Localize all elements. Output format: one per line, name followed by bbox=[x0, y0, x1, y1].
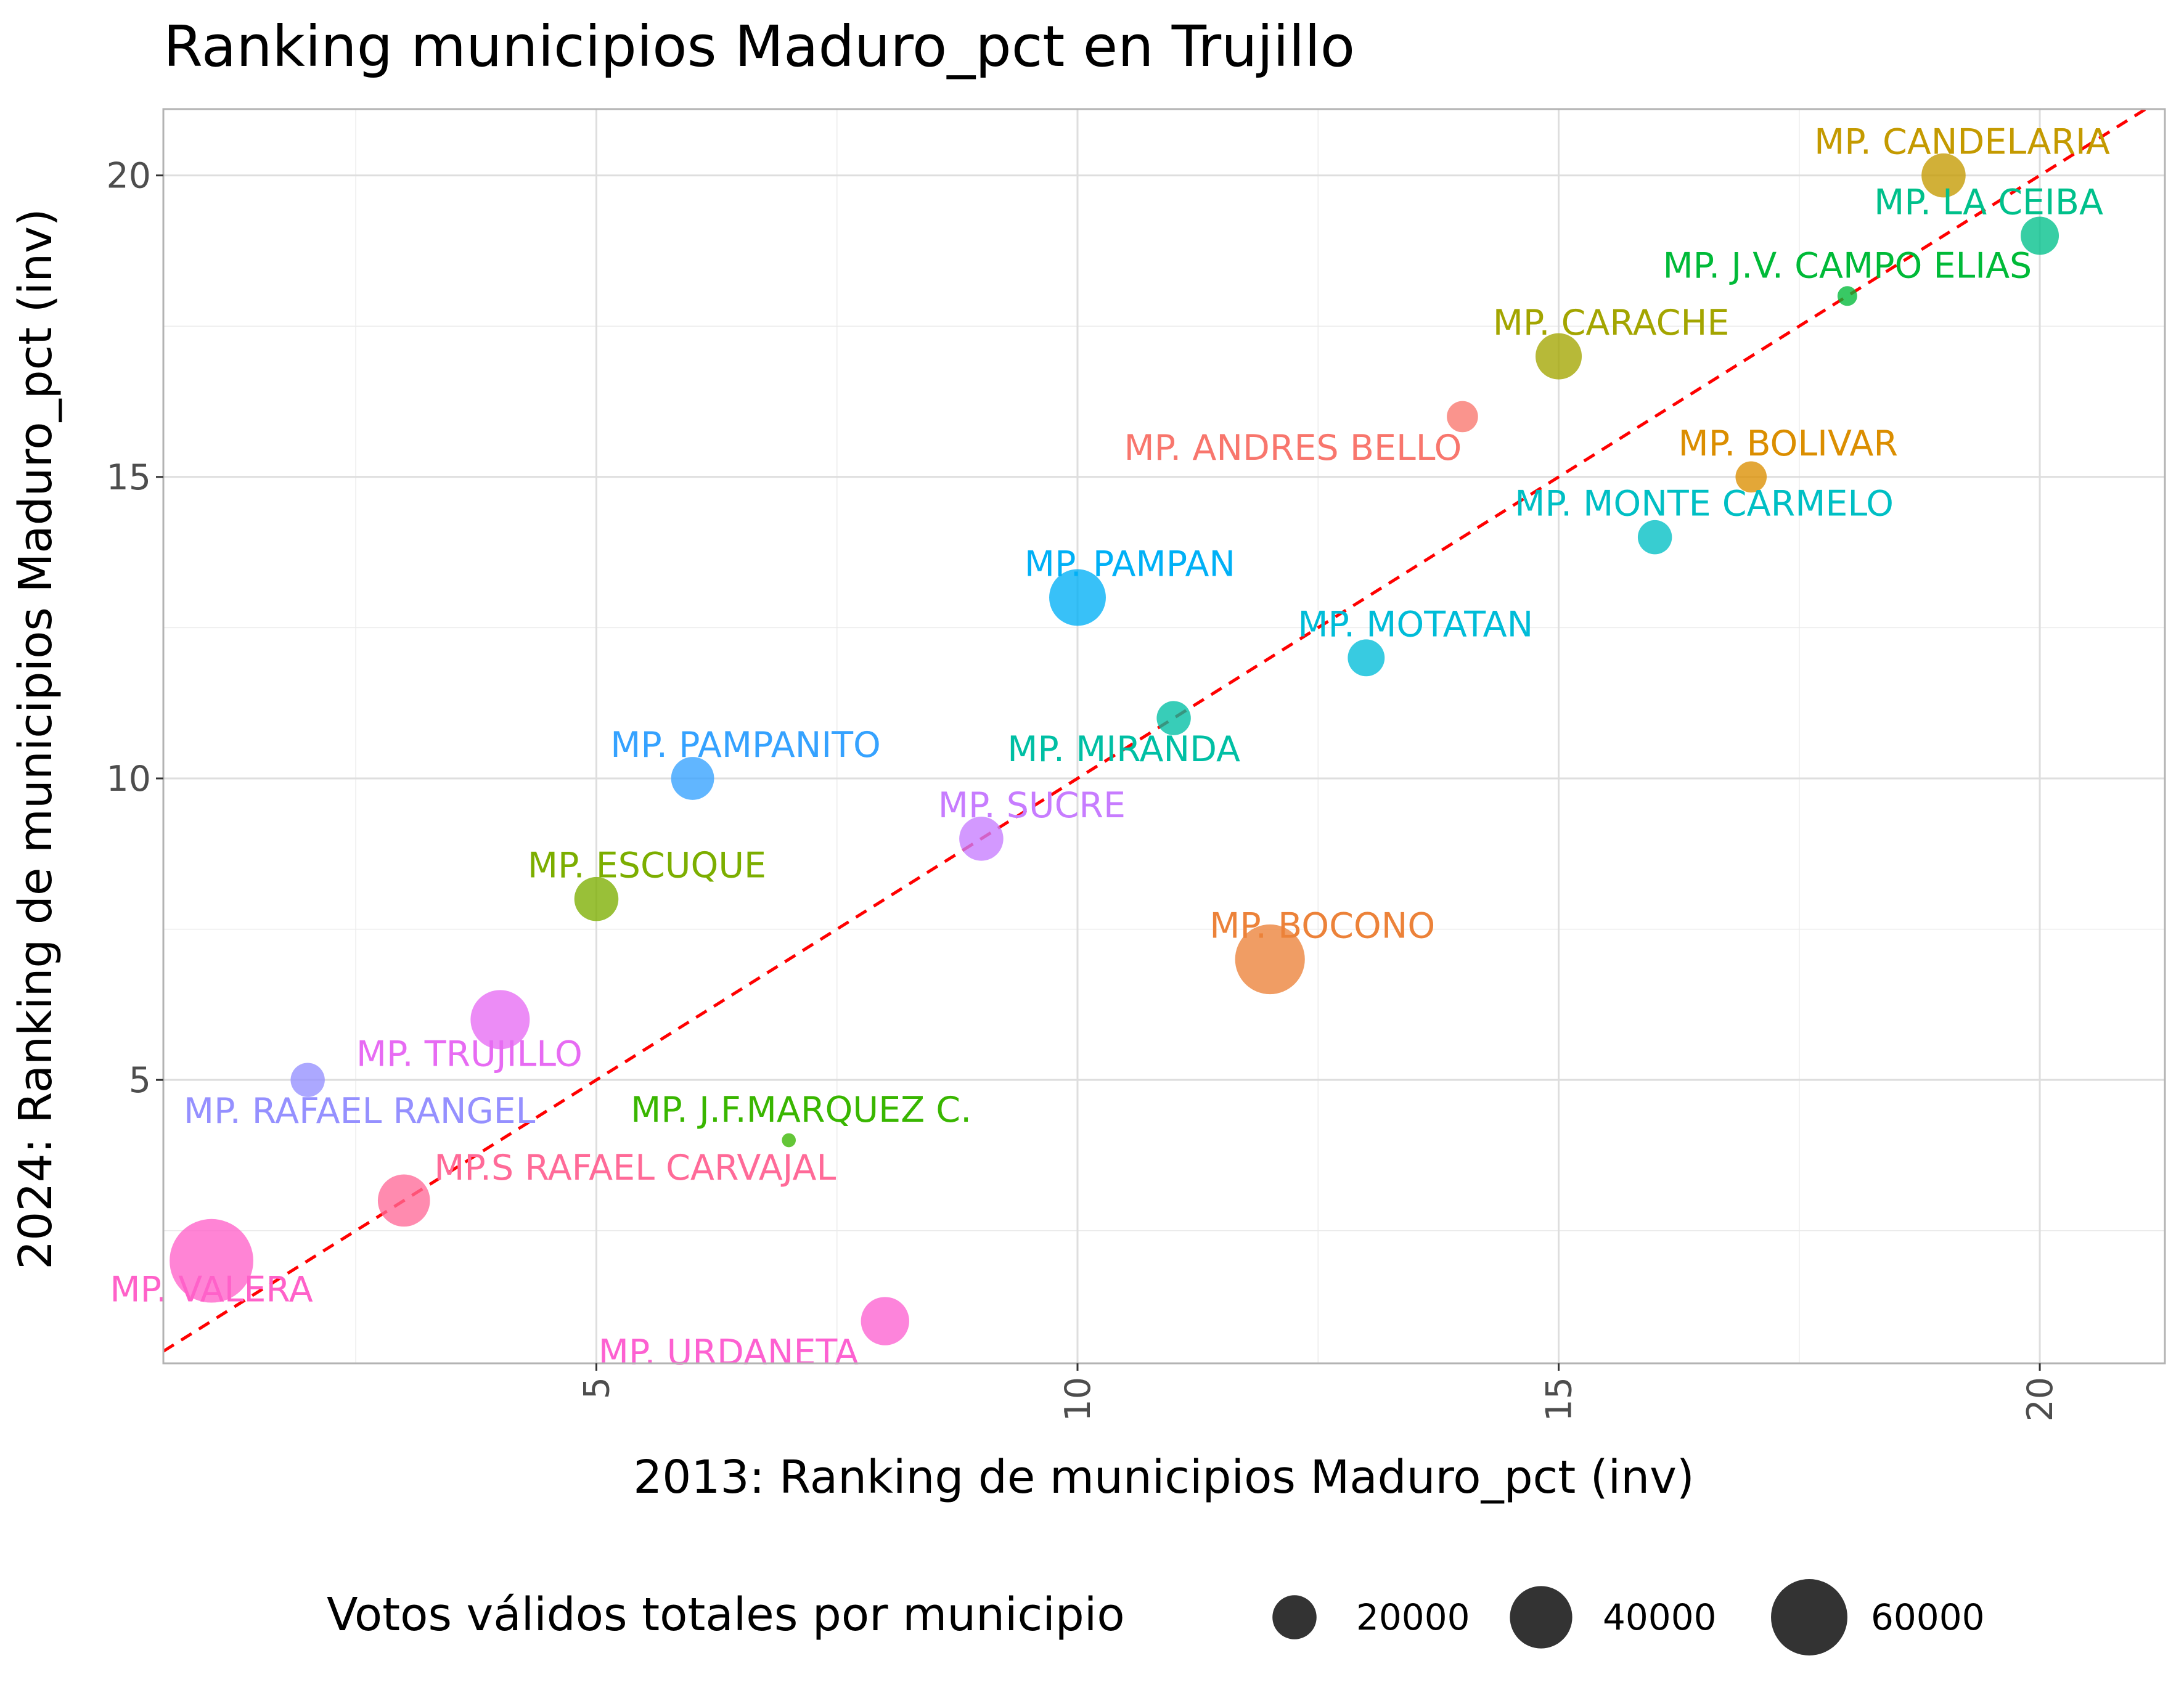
data-point bbox=[1536, 333, 1582, 380]
legend-size-label: 20000 bbox=[1356, 1596, 1470, 1638]
data-point bbox=[959, 817, 1004, 861]
x-tick-label: 10 bbox=[1058, 1377, 1098, 1422]
legend-size-circle bbox=[1272, 1595, 1317, 1639]
data-point bbox=[2021, 216, 2059, 255]
data-point bbox=[470, 990, 530, 1050]
data-point bbox=[574, 876, 619, 921]
point-label: MP. MOTATAN bbox=[1298, 604, 1533, 645]
y-tick-label: 15 bbox=[106, 457, 151, 498]
data-point bbox=[1921, 153, 1966, 198]
x-tick-label: 15 bbox=[1539, 1377, 1580, 1422]
point-label: MP. CANDELARIA bbox=[1814, 122, 2110, 163]
data-point bbox=[1235, 924, 1305, 995]
data-points bbox=[170, 153, 2059, 1345]
data-point bbox=[671, 757, 714, 800]
legend-size-circle bbox=[1510, 1586, 1573, 1649]
y-tick-label: 20 bbox=[106, 156, 151, 197]
plot-panel-border bbox=[162, 108, 2166, 1365]
point-label: MP. MONTE CARMELO bbox=[1515, 484, 1894, 525]
point-label: MP. J.V. CAMPO ELIAS bbox=[1663, 245, 2032, 286]
x-tick-label: 5 bbox=[576, 1377, 617, 1399]
data-point bbox=[782, 1133, 796, 1148]
point-label: MP. ESCUQUE bbox=[528, 846, 766, 886]
point-label: MP. PAMPANITO bbox=[610, 725, 881, 765]
point-label: MP. VALERA bbox=[110, 1270, 313, 1310]
point-label: MP. SUCRE bbox=[938, 785, 1126, 826]
data-point bbox=[290, 1063, 325, 1097]
reference-line-layer bbox=[162, 107, 2147, 1353]
point-label: MP. MIRANDA bbox=[1007, 729, 1240, 770]
data-point bbox=[1637, 520, 1672, 555]
data-point bbox=[1049, 569, 1106, 626]
point-label: MP. J.F.MARQUEZ C. bbox=[631, 1090, 971, 1130]
data-point bbox=[1447, 401, 1478, 433]
point-label: MP. PAMPAN bbox=[1025, 544, 1235, 584]
data-point bbox=[1156, 701, 1191, 735]
chart-title: Ranking municipios Maduro_pct en Trujill… bbox=[163, 14, 1355, 80]
y-axis-title: 2024: Ranking de municipios Maduro_pct (… bbox=[9, 208, 62, 1270]
point-label: MP. LA CEIBA bbox=[1874, 182, 2103, 222]
point-label: MP. RAFAEL RANGEL bbox=[184, 1091, 536, 1132]
legend-size-circle bbox=[1771, 1579, 1847, 1655]
legend-title: Votos válidos totales por municipio bbox=[327, 1588, 1125, 1641]
x-axis-title: 2013: Ranking de municipios Maduro_pct (… bbox=[633, 1451, 1695, 1504]
data-point bbox=[1837, 286, 1857, 306]
data-point bbox=[1735, 461, 1767, 493]
axis-ticks: 5 10 15 20 5 10 15 20 bbox=[106, 156, 2061, 1422]
data-point bbox=[861, 1297, 909, 1345]
point-label: MP. URDANETA bbox=[599, 1333, 859, 1373]
data-point bbox=[377, 1174, 430, 1227]
point-label: MP. ANDRES BELLO bbox=[1124, 428, 1462, 468]
point-labels: MP. VALERA MP. RAFAEL RANGEL MP.S RAFAEL C… bbox=[110, 122, 2109, 1373]
legend-size-label: 60000 bbox=[1871, 1596, 1985, 1638]
point-label: MP. TRUJILLO bbox=[356, 1034, 583, 1074]
data-point bbox=[170, 1218, 253, 1303]
point-label: MP. BOCONO bbox=[1209, 905, 1435, 946]
point-label: MP. CARACHE bbox=[1493, 303, 1730, 343]
point-label: MP. BOLIVAR bbox=[1679, 423, 1898, 464]
y-tick-label: 10 bbox=[106, 759, 151, 799]
point-label: MP.S RAFAEL CARVAJAL bbox=[434, 1148, 836, 1188]
legend-size-label: 40000 bbox=[1603, 1596, 1717, 1638]
data-point bbox=[1348, 639, 1385, 677]
grid-lines bbox=[163, 109, 2165, 1363]
size-legend: Votos válidos totales por municipio 2000… bbox=[327, 1579, 1985, 1655]
y-tick-label: 5 bbox=[129, 1060, 151, 1101]
x-tick-label: 20 bbox=[2020, 1377, 2061, 1422]
reference-diagonal-line bbox=[162, 107, 2147, 1353]
